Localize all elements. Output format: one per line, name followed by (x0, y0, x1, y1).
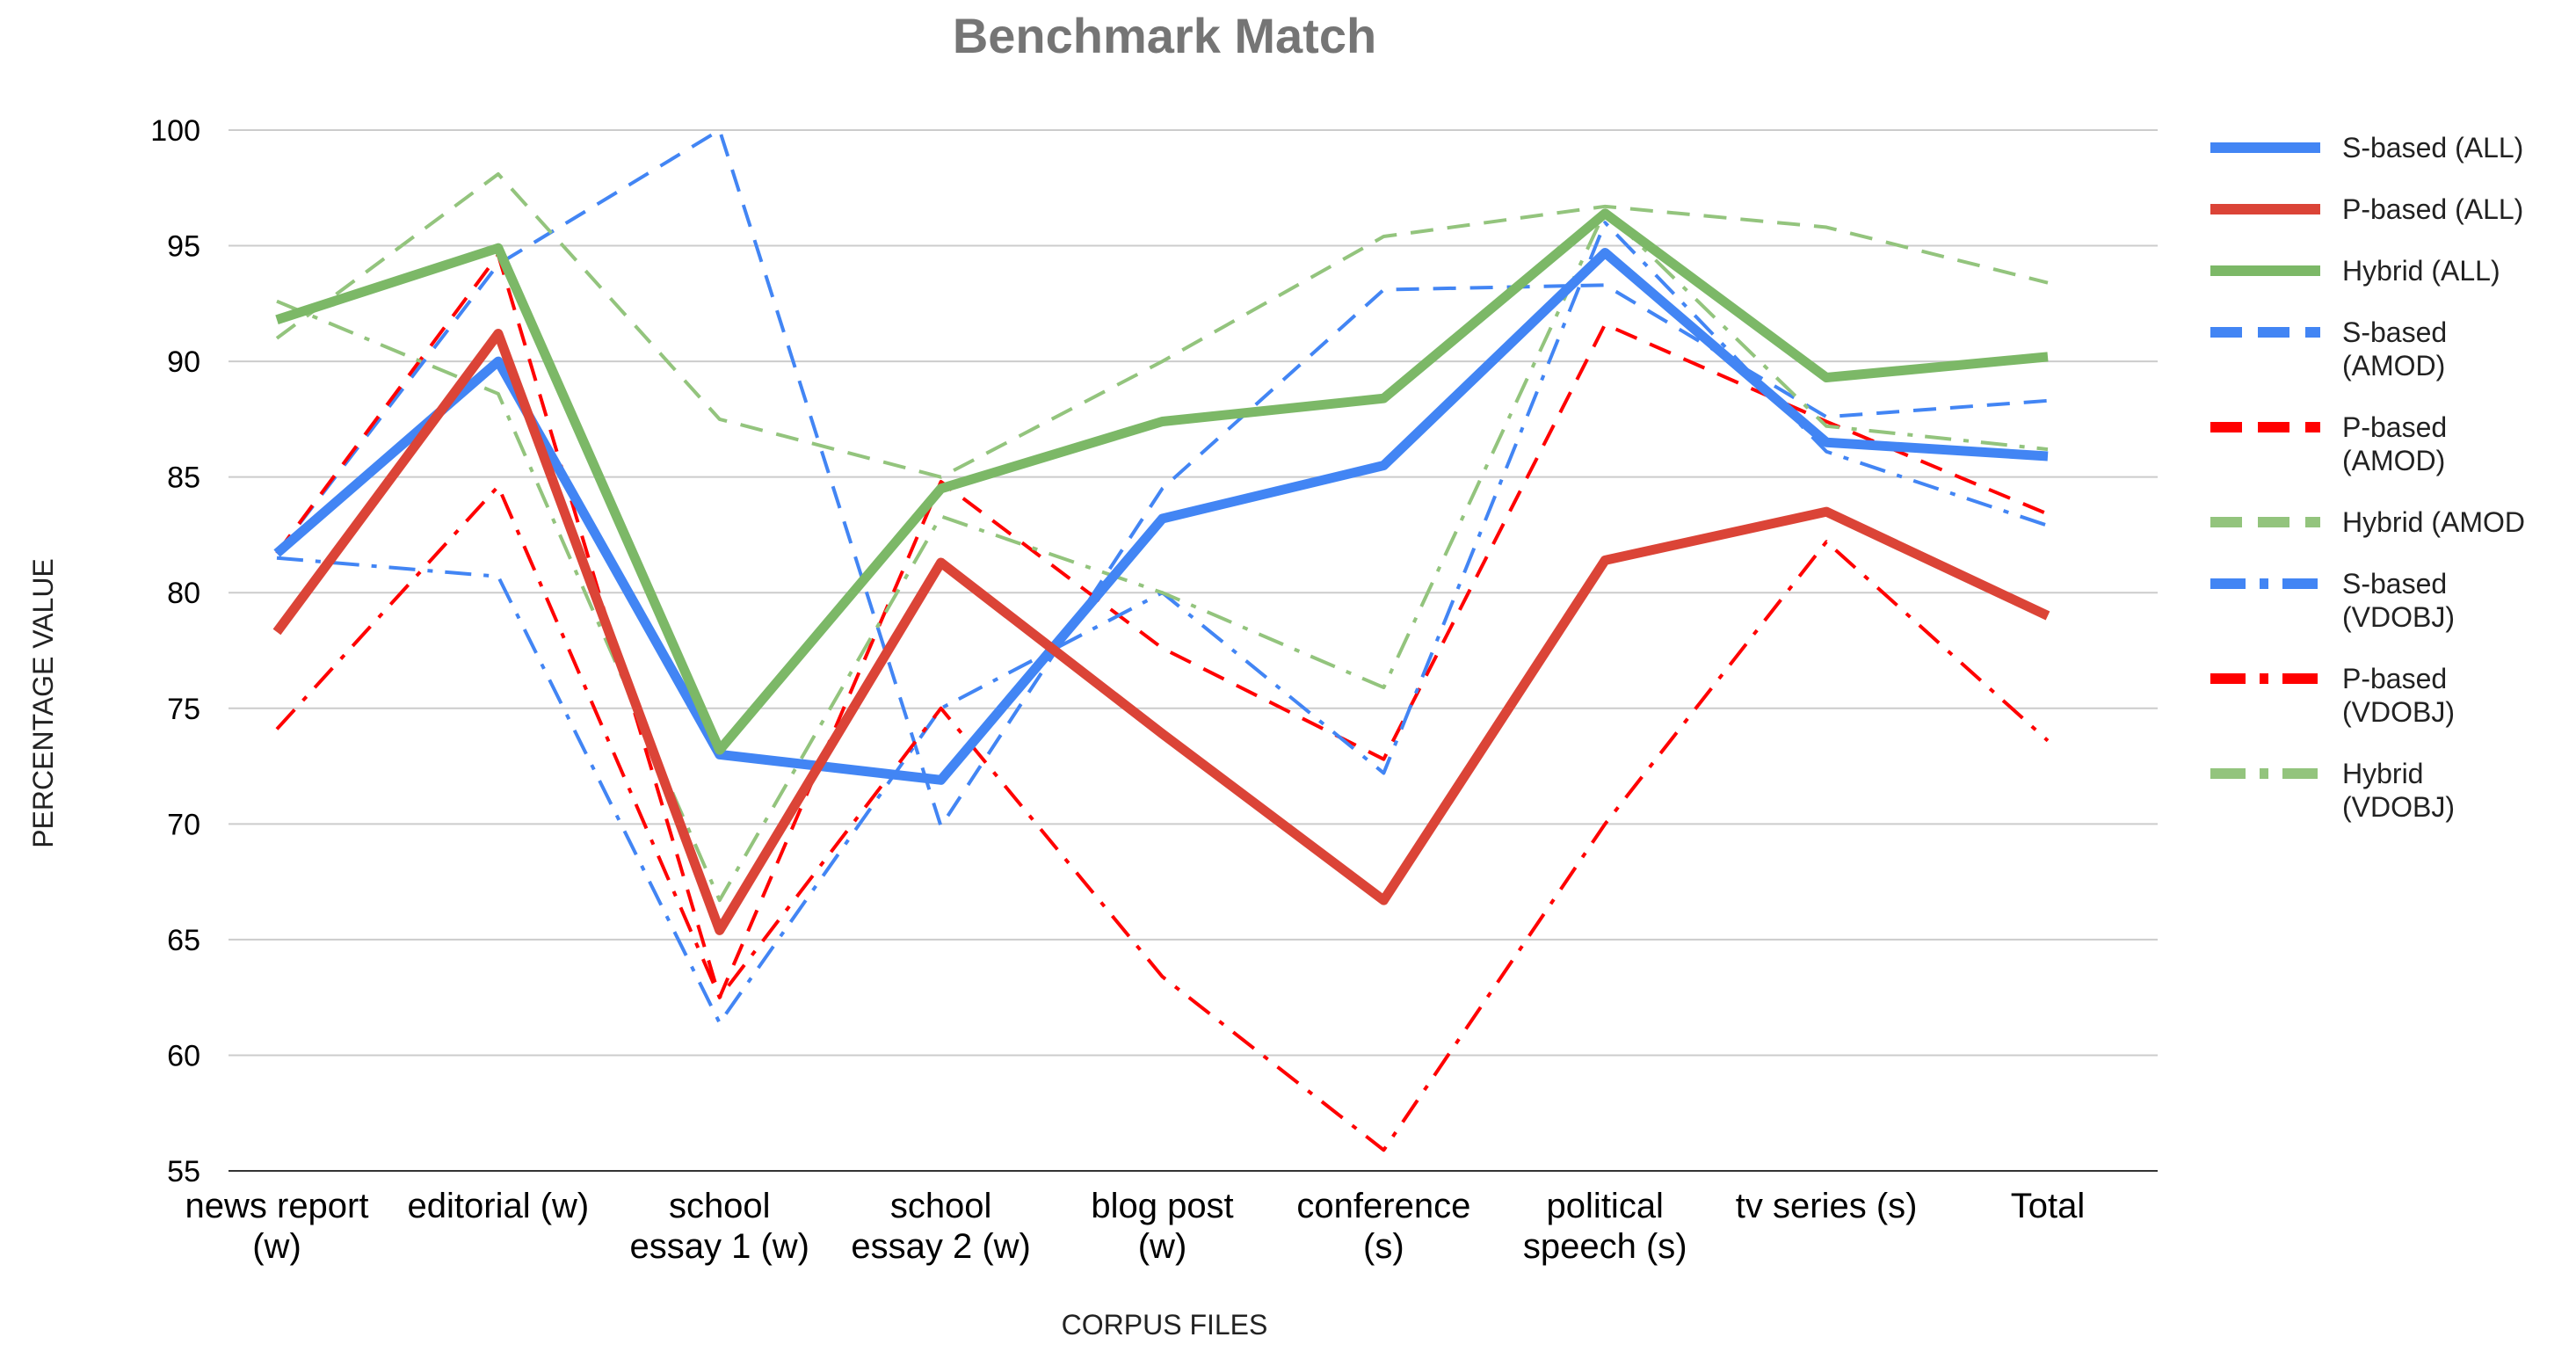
y-tick-label: 80 (167, 577, 200, 610)
x-tick-label: conference (s) (1296, 1187, 1470, 1266)
y-tick-label: 90 (167, 345, 200, 379)
legend-item-7: P-based (VDOBJ) (2210, 663, 2455, 728)
y-tick-label: 100 (150, 114, 200, 148)
legend-item-1: P-based (ALL) (2210, 193, 2523, 225)
legend-label: P-based (AMOD) (2342, 411, 2447, 476)
y-tick-label: 95 (167, 230, 200, 264)
legend-item-8: Hybrid (VDOBJ) (2210, 758, 2455, 823)
x-axis-label: CORPUS FILES (1062, 1309, 1268, 1341)
series-line-8 (276, 209, 2049, 903)
x-tick-label: news report (w) (185, 1187, 369, 1266)
series-line-1 (272, 329, 2050, 935)
x-tick-label: political speech (s) (1523, 1187, 1687, 1266)
legend-item-5: Hybrid (AMOD (2210, 506, 2525, 538)
legend-item-3: S-based (AMOD) (2210, 316, 2447, 382)
x-tick-label: editorial (w) (408, 1187, 590, 1225)
legend-item-0: S-based (ALL) (2210, 132, 2523, 164)
y-tick-label: 55 (167, 1155, 200, 1188)
legend: S-based (ALL) P-based (ALL) Hybrid (ALL) S-… (2210, 132, 2525, 823)
legend-label: Hybrid (AMOD (2342, 506, 2525, 538)
y-tick-label: 60 (167, 1039, 200, 1072)
y-tick-label: 65 (167, 924, 200, 957)
series-line-4 (275, 253, 2049, 999)
series-line-5 (275, 171, 2049, 479)
x-tick-label: school essay 1 (w) (630, 1187, 810, 1266)
series-line-3 (275, 128, 2049, 828)
y-tick-label: 85 (167, 461, 200, 495)
series-lines (272, 128, 2050, 1152)
y-tick-label: 75 (167, 693, 200, 726)
series-line-7 (275, 484, 2050, 1152)
series-line-0 (273, 247, 2049, 785)
legend-label: Hybrid (ALL) (2342, 255, 2500, 287)
y-axis-ticks: 55 60 65 70 75 80 85 90 95 100 (150, 114, 200, 1188)
legend-item-6: S-based (VDOBJ) (2210, 568, 2455, 633)
legend-item-2: Hybrid (ALL) (2210, 255, 2500, 287)
x-tick-label: Total (2011, 1187, 2086, 1225)
legend-label: P-based (VDOBJ) (2342, 663, 2455, 728)
y-axis-label: PERCENTAGE VALUE (27, 558, 59, 848)
legend-label: S-based (ALL) (2342, 132, 2523, 164)
legend-label: S-based (AMOD) (2342, 316, 2447, 382)
series-line-2 (275, 208, 2049, 755)
y-tick-label: 70 (167, 808, 200, 841)
legend-label: S-based (VDOBJ) (2342, 568, 2455, 633)
legend-item-4: P-based (AMOD) (2210, 411, 2447, 476)
x-tick-label: tv series (s) (1736, 1187, 1918, 1225)
x-tick-label: school essay 2 (w) (851, 1187, 1031, 1266)
x-tick-label: blog post (w) (1091, 1187, 1233, 1266)
legend-label: Hybrid (VDOBJ) (2342, 758, 2455, 823)
legend-label: P-based (ALL) (2342, 193, 2523, 225)
chart-title: Benchmark Match (953, 8, 1376, 63)
x-axis-ticks: news report (w) editorial (w) school essay 1… (185, 1187, 2086, 1266)
